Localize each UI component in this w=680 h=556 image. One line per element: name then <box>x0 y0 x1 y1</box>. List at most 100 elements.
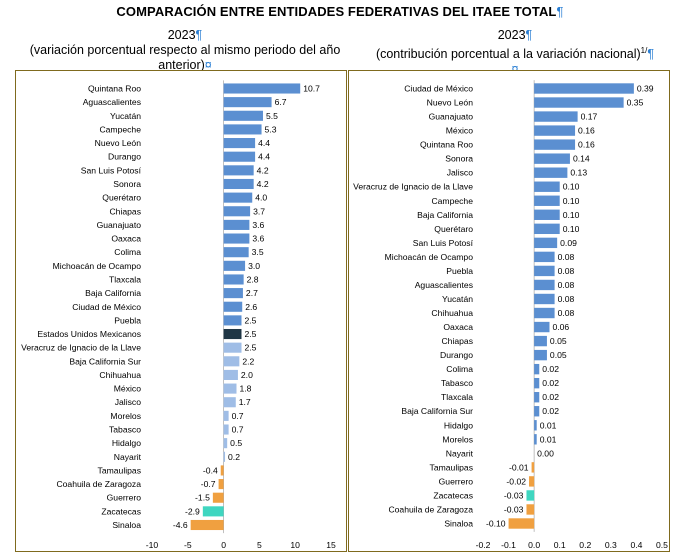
bar <box>534 125 576 136</box>
bar <box>223 438 228 449</box>
category-label: Tamaulipas <box>98 465 141 475</box>
category-label: Coahuila de Zaragoza <box>56 479 141 489</box>
value-label: 4.4 <box>258 152 270 162</box>
bar <box>534 139 576 150</box>
bar <box>218 479 224 490</box>
x-tick-label: 0.2 <box>579 540 591 550</box>
bar <box>534 209 560 220</box>
value-label: -4.6 <box>173 520 188 530</box>
bar <box>223 138 256 149</box>
bar <box>534 83 634 94</box>
left-subtitle-line2: anterior) <box>158 58 205 72</box>
value-label: 0.7 <box>232 425 244 435</box>
bar <box>534 392 540 403</box>
x-tick-label: -0.2 <box>476 540 491 550</box>
x-tick-label: 0.5 <box>656 540 668 550</box>
category-label: San Luis Potosí <box>81 165 142 175</box>
category-label: Baja California Sur <box>69 356 141 366</box>
category-label: Guerrero <box>107 493 142 503</box>
category-label: Nayarit <box>446 448 474 458</box>
value-label: -0.7 <box>201 479 216 489</box>
bar <box>534 223 560 235</box>
page-title: COMPARACIÓN ENTRE ENTIDADES FEDERATIVAS … <box>116 4 564 19</box>
value-label: 0.05 <box>550 336 567 346</box>
category-label: Sinaloa <box>112 520 141 530</box>
bar <box>534 321 550 333</box>
bar <box>223 369 238 381</box>
category-label: Baja California Sur <box>401 406 473 416</box>
value-label: 2.8 <box>247 274 259 284</box>
bar <box>223 83 301 94</box>
category-label: Hidalgo <box>112 438 141 448</box>
bar <box>534 265 555 277</box>
value-label: 0.10 <box>563 182 580 192</box>
bar <box>190 519 224 531</box>
bar <box>220 465 224 476</box>
bar <box>223 247 249 258</box>
category-label: Durango <box>440 350 473 360</box>
x-tick-label: 0.1 <box>554 540 566 550</box>
value-label: 0.10 <box>563 196 580 206</box>
bar <box>202 506 224 517</box>
value-label: -0.02 <box>506 476 526 486</box>
left-subtitle: 2023¶ (variación porcentual respecto al … <box>20 28 350 73</box>
bar <box>529 476 535 487</box>
bar <box>534 167 568 178</box>
bar <box>534 293 555 305</box>
bar <box>223 315 242 326</box>
bar <box>223 451 226 462</box>
category-label: Michoacán de Ocampo <box>53 261 142 271</box>
value-label: 3.0 <box>248 261 260 271</box>
bar <box>223 151 256 162</box>
left-subtitle-line1: (variación porcentual respecto al mismo … <box>29 43 341 57</box>
category-label: Tlaxcala <box>441 392 473 402</box>
x-tick-label: -10 <box>146 540 159 550</box>
right-chart-frame: Ciudad de México 0.39 Nuevo León 0.35 Guanaj… <box>348 70 670 552</box>
x-tick-label: 0 <box>221 540 226 550</box>
value-label: 0.10 <box>563 210 580 220</box>
value-label: -2.9 <box>185 506 200 516</box>
category-label: Yucatán <box>442 294 473 304</box>
value-label: 0.13 <box>570 168 587 178</box>
bar <box>223 219 250 230</box>
category-label: Morelos <box>110 411 141 421</box>
category-label: Querétaro <box>434 224 473 234</box>
category-label: Hidalgo <box>444 420 473 430</box>
value-label: -0.03 <box>504 490 524 500</box>
bar <box>534 195 560 206</box>
value-label: 0.02 <box>542 406 559 416</box>
category-label: Yucatán <box>110 111 141 121</box>
category-label: Sonora <box>113 179 141 189</box>
bar <box>223 410 229 421</box>
left-year: 2023 <box>167 28 196 42</box>
category-label: Nuevo León <box>95 138 142 148</box>
value-label: -0.4 <box>203 465 218 475</box>
value-label: 0.09 <box>560 238 577 248</box>
value-label: 3.6 <box>252 234 264 244</box>
bar <box>534 349 547 361</box>
category-label: Chiapas <box>441 336 473 346</box>
right-subtitle-line1: (contribución porcentual a la variación … <box>375 47 641 62</box>
bar <box>534 335 547 347</box>
category-label: Oaxaca <box>443 322 473 332</box>
bar <box>534 420 537 431</box>
value-label: 0.08 <box>558 252 575 262</box>
bar <box>534 153 570 164</box>
category-label: Aguascalientes <box>415 280 473 290</box>
value-label: -0.03 <box>504 504 524 514</box>
value-label: 3.7 <box>253 206 265 216</box>
category-label: Zacatecas <box>433 490 473 500</box>
value-label: 0.2 <box>228 452 240 462</box>
bar <box>223 328 242 340</box>
bar <box>534 237 558 249</box>
bar <box>534 307 555 319</box>
category-label: Quintana Roo <box>88 84 141 94</box>
value-label: 0.16 <box>578 126 595 136</box>
category-label: San Luis Potosí <box>413 238 474 248</box>
value-label: 6.7 <box>275 97 287 107</box>
bar <box>223 274 244 285</box>
category-label: Puebla <box>446 266 473 276</box>
value-label: -0.01 <box>509 462 529 472</box>
x-tick-label: 0.4 <box>630 540 642 550</box>
value-label: 0.06 <box>552 322 569 332</box>
